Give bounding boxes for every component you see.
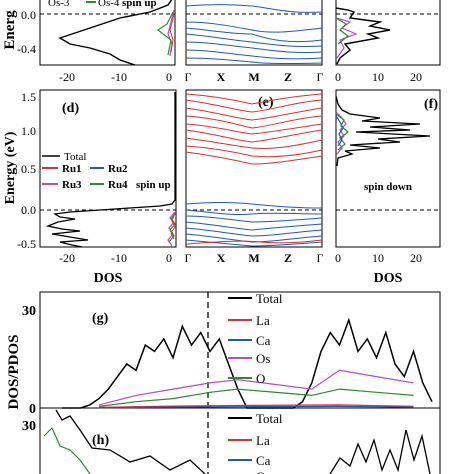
- top-legend-spin: spin up: [122, 0, 157, 9]
- top-a-ru: [169, 13, 175, 53]
- panel-e-bands-bottom-red: [185, 239, 323, 245]
- panel-f-ru2: [335, 115, 344, 147]
- middle-row: Energy (eV) 1.5 1.0 0.5 0.0 -0.5 (d) Tot…: [3, 89, 441, 286]
- e-xtick-4: Γ: [317, 251, 324, 265]
- panel-d-label: (d): [62, 101, 79, 116]
- top-c-os: [335, 17, 358, 59]
- panel-g-series-ca: [98, 405, 414, 409]
- panel-h-total: [55, 409, 206, 474]
- panel-h-o: [43, 426, 91, 474]
- legend-total: Total: [64, 151, 86, 163]
- panel-g-series-os: [98, 369, 414, 406]
- top-ytick-1: -0.4: [17, 42, 36, 56]
- f-xtick-1: 10: [372, 251, 384, 265]
- legend-g-ca: Ca: [256, 333, 271, 348]
- top-b-xtick-4: Γ: [317, 70, 324, 84]
- top-a-xtick-2: 0: [166, 70, 172, 84]
- mid-ytick-2: 0.5: [21, 162, 36, 176]
- top-ylabel: Energ: [2, 10, 18, 50]
- panel-b-frame: [185, 0, 323, 66]
- legend-g-os: Os: [256, 351, 270, 366]
- legend-ru4: Ru4: [108, 179, 128, 191]
- top-legend-os4: Os-4: [98, 0, 120, 9]
- bottom-panels: DOS/PDOS 30 0 (g) (h) 30 Total La Ca Os …: [6, 291, 441, 474]
- spin-down-label: spin down: [364, 181, 412, 193]
- panel-g-series-la: [98, 404, 414, 408]
- top-c-xtick-0: 0: [335, 70, 341, 84]
- panel-e-frame: [185, 89, 323, 248]
- top-b-xtick-2: M: [248, 70, 259, 84]
- panel-f-label: (f): [424, 97, 438, 112]
- top-b-xtick-3: Z: [284, 70, 292, 84]
- panel-a-frame: [39, 0, 176, 66]
- g-ytick-30: 30: [22, 304, 36, 319]
- top-a-xtick-1: -10: [111, 70, 127, 84]
- panel-g-label: (g): [92, 311, 109, 326]
- mid-ylabel: Energy (eV): [3, 131, 18, 204]
- f-xtick-0: 0: [335, 251, 341, 265]
- g-ytick-0: 0: [29, 402, 36, 417]
- legend-g-o: O: [256, 371, 265, 386]
- top-b-xtick-0: Γ: [185, 70, 192, 84]
- legend-ru2: Ru2: [108, 163, 128, 175]
- panel-g-series: [62, 317, 433, 409]
- panel-e-bands-spin-up: [185, 202, 323, 247]
- panel-d-ru1: [170, 212, 176, 240]
- top-c-xtick-2: 20: [410, 70, 422, 84]
- legend-g-total: Total: [256, 291, 283, 306]
- panel-f-frame: [335, 89, 441, 248]
- f-xtick-2: 20: [410, 251, 422, 265]
- top-c-xtick-1: 10: [372, 70, 384, 84]
- e-xtick-1: X: [217, 251, 226, 265]
- legend-h-ca: Ca: [256, 453, 271, 468]
- legend-ru1: Ru1: [62, 163, 82, 175]
- mid-ytick-3: 0.0: [21, 203, 36, 217]
- top-legend-os3: Os-3: [48, 0, 70, 9]
- d-xtick-1: -10: [111, 251, 127, 265]
- panel-h-total-right: [329, 429, 431, 474]
- mid-ytick-0: 1.5: [21, 90, 36, 104]
- panel-h-label: (h): [92, 433, 109, 448]
- e-xtick-2: M: [248, 251, 259, 265]
- mid-ytick-4: -0.5: [17, 237, 36, 251]
- legend-g: Total La Ca Os O: [228, 291, 283, 386]
- e-xtick-0: Γ: [185, 251, 192, 265]
- d-xlabel: DOS: [94, 271, 123, 286]
- panel-e-bands-spin-down: [185, 93, 323, 165]
- legend-g-la: La: [256, 313, 270, 328]
- e-xtick-3: Z: [284, 251, 292, 265]
- h-ytick-30: 30: [22, 419, 36, 434]
- f-xlabel: DOS: [374, 271, 403, 286]
- panel-d-ru3: [167, 211, 176, 247]
- top-b-bands: [185, 4, 323, 65]
- panel-f-ru4: [335, 113, 349, 151]
- panel-d-frame: [39, 89, 177, 248]
- top-b-xtick-1: X: [217, 70, 226, 84]
- legend-spin-up: spin up: [136, 179, 171, 191]
- panel-e-label: (e): [258, 95, 274, 110]
- bottom-ylabel: DOS/PDOS: [6, 334, 22, 409]
- d-xtick-0: -20: [59, 251, 75, 265]
- legend-h-total: Total: [256, 411, 283, 426]
- mid-ytick-1: 1.0: [21, 124, 36, 138]
- panel-d-total: [45, 92, 176, 248]
- top-c-o: [335, 17, 349, 45]
- panel-h-frame: [39, 407, 441, 474]
- legend-h: Total La Ca Os: [228, 411, 283, 474]
- panel-c-frame: [335, 0, 441, 66]
- top-a-xtick-0: -20: [59, 70, 75, 84]
- panel-f-total: [335, 95, 431, 167]
- top-ytick-0: 0.0: [21, 8, 36, 22]
- legend-ru3: Ru3: [62, 179, 82, 191]
- top-a-o: [156, 11, 174, 56]
- top-a-total: [58, 0, 173, 66]
- top-c-total: [335, 7, 391, 65]
- panel-g-series-total: [62, 317, 433, 409]
- panel-g-series-o: [98, 388, 414, 407]
- top-row: Energ 0.0 -0.4 Os-3 Os-4 spin up -20 -10…: [2, 0, 441, 84]
- legend-h-os: Os: [256, 469, 270, 474]
- d-xtick-2: 0: [166, 251, 172, 265]
- legend-h-la: La: [256, 433, 270, 448]
